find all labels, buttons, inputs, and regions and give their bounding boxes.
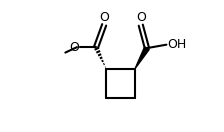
Text: OH: OH: [167, 38, 186, 51]
Text: O: O: [99, 11, 109, 23]
Text: O: O: [70, 41, 80, 54]
Polygon shape: [135, 47, 149, 69]
Text: O: O: [136, 11, 146, 24]
